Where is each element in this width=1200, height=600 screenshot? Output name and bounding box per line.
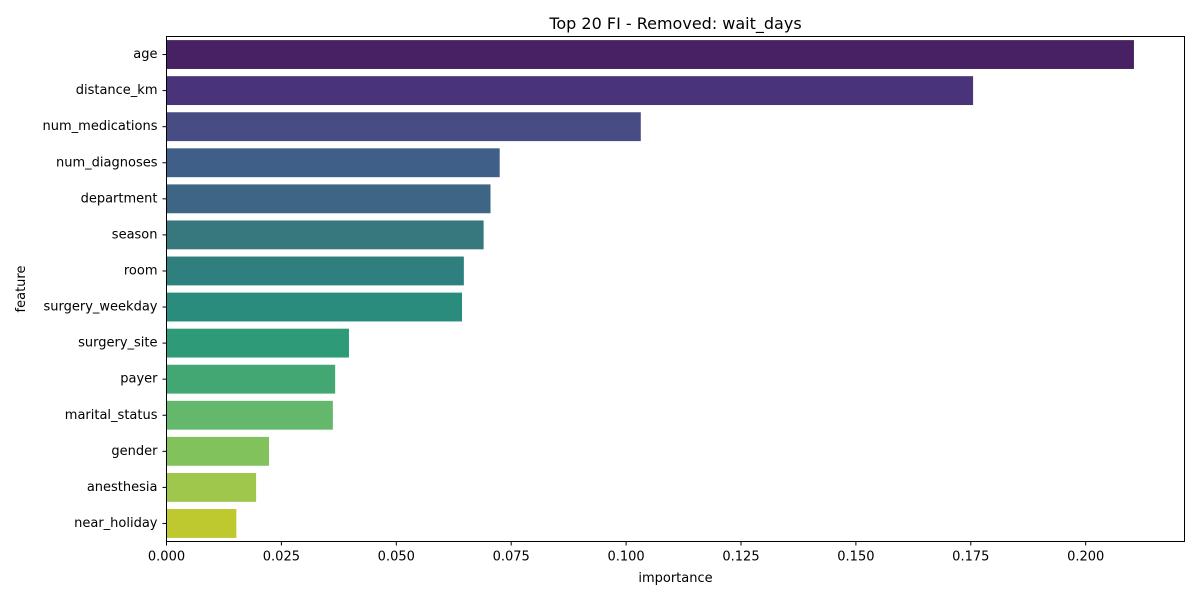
y-tick-label: num_diagnoses [56, 155, 158, 170]
bar-num-diagnoses [166, 148, 500, 178]
bar-department [166, 184, 491, 214]
x-tick-label: 0.150 [837, 550, 874, 565]
bar-surgery-site [166, 328, 349, 358]
y-tick-label: surgery_site [78, 336, 157, 351]
x-tick-label: 0.175 [952, 550, 989, 565]
y-tick-label: anesthesia [87, 480, 158, 495]
bar-marital-status [166, 400, 333, 430]
x-tick-label: 0.200 [1067, 550, 1104, 565]
y-tick-label: num_medications [43, 119, 158, 134]
y-tick-label: gender [111, 444, 158, 459]
bar-num-medications [166, 112, 641, 142]
x-tick-label: 0.050 [378, 550, 415, 565]
x-tick-label: 0.075 [493, 550, 530, 565]
plot-frame [166, 36, 1185, 542]
x-tick-label: 0.000 [148, 550, 185, 565]
bar-age [166, 40, 1134, 69]
y-axis-label: feature [14, 266, 29, 313]
bar-gender [166, 436, 269, 466]
x-tick-label: 0.125 [722, 550, 759, 565]
y-tick-label: distance_km [76, 83, 158, 98]
bar-season [166, 220, 484, 250]
bar-surgery-weekday [166, 292, 463, 322]
bar-room [166, 256, 464, 286]
x-axis-label: importance [638, 571, 712, 586]
x-tick-label: 0.025 [263, 550, 300, 565]
y-tick-label: room [124, 263, 158, 278]
y-tick-label: near_holiday [74, 516, 158, 531]
bar-payer [166, 364, 336, 394]
y-axis-ticks: age distance_km num_medications num_diagnos… [43, 47, 167, 531]
bar-distance-km [166, 76, 974, 106]
bars-group [166, 40, 1134, 538]
y-tick-label: surgery_weekday [44, 300, 158, 315]
x-axis-ticks: 0.000 0.025 0.050 0.075 0.100 0.125 0.150 0.175… [148, 541, 1104, 565]
y-tick-label: season [112, 227, 158, 242]
chart-title: Top 20 FI - Removed: wait_days [548, 14, 801, 34]
bar-anesthesia [166, 472, 257, 502]
bar-near-holiday [166, 509, 237, 538]
y-tick-label: marital_status [65, 408, 158, 423]
x-tick-label: 0.100 [607, 550, 644, 565]
y-tick-label: department [81, 191, 158, 206]
y-tick-label: age [133, 47, 157, 62]
y-tick-label: payer [120, 372, 158, 387]
